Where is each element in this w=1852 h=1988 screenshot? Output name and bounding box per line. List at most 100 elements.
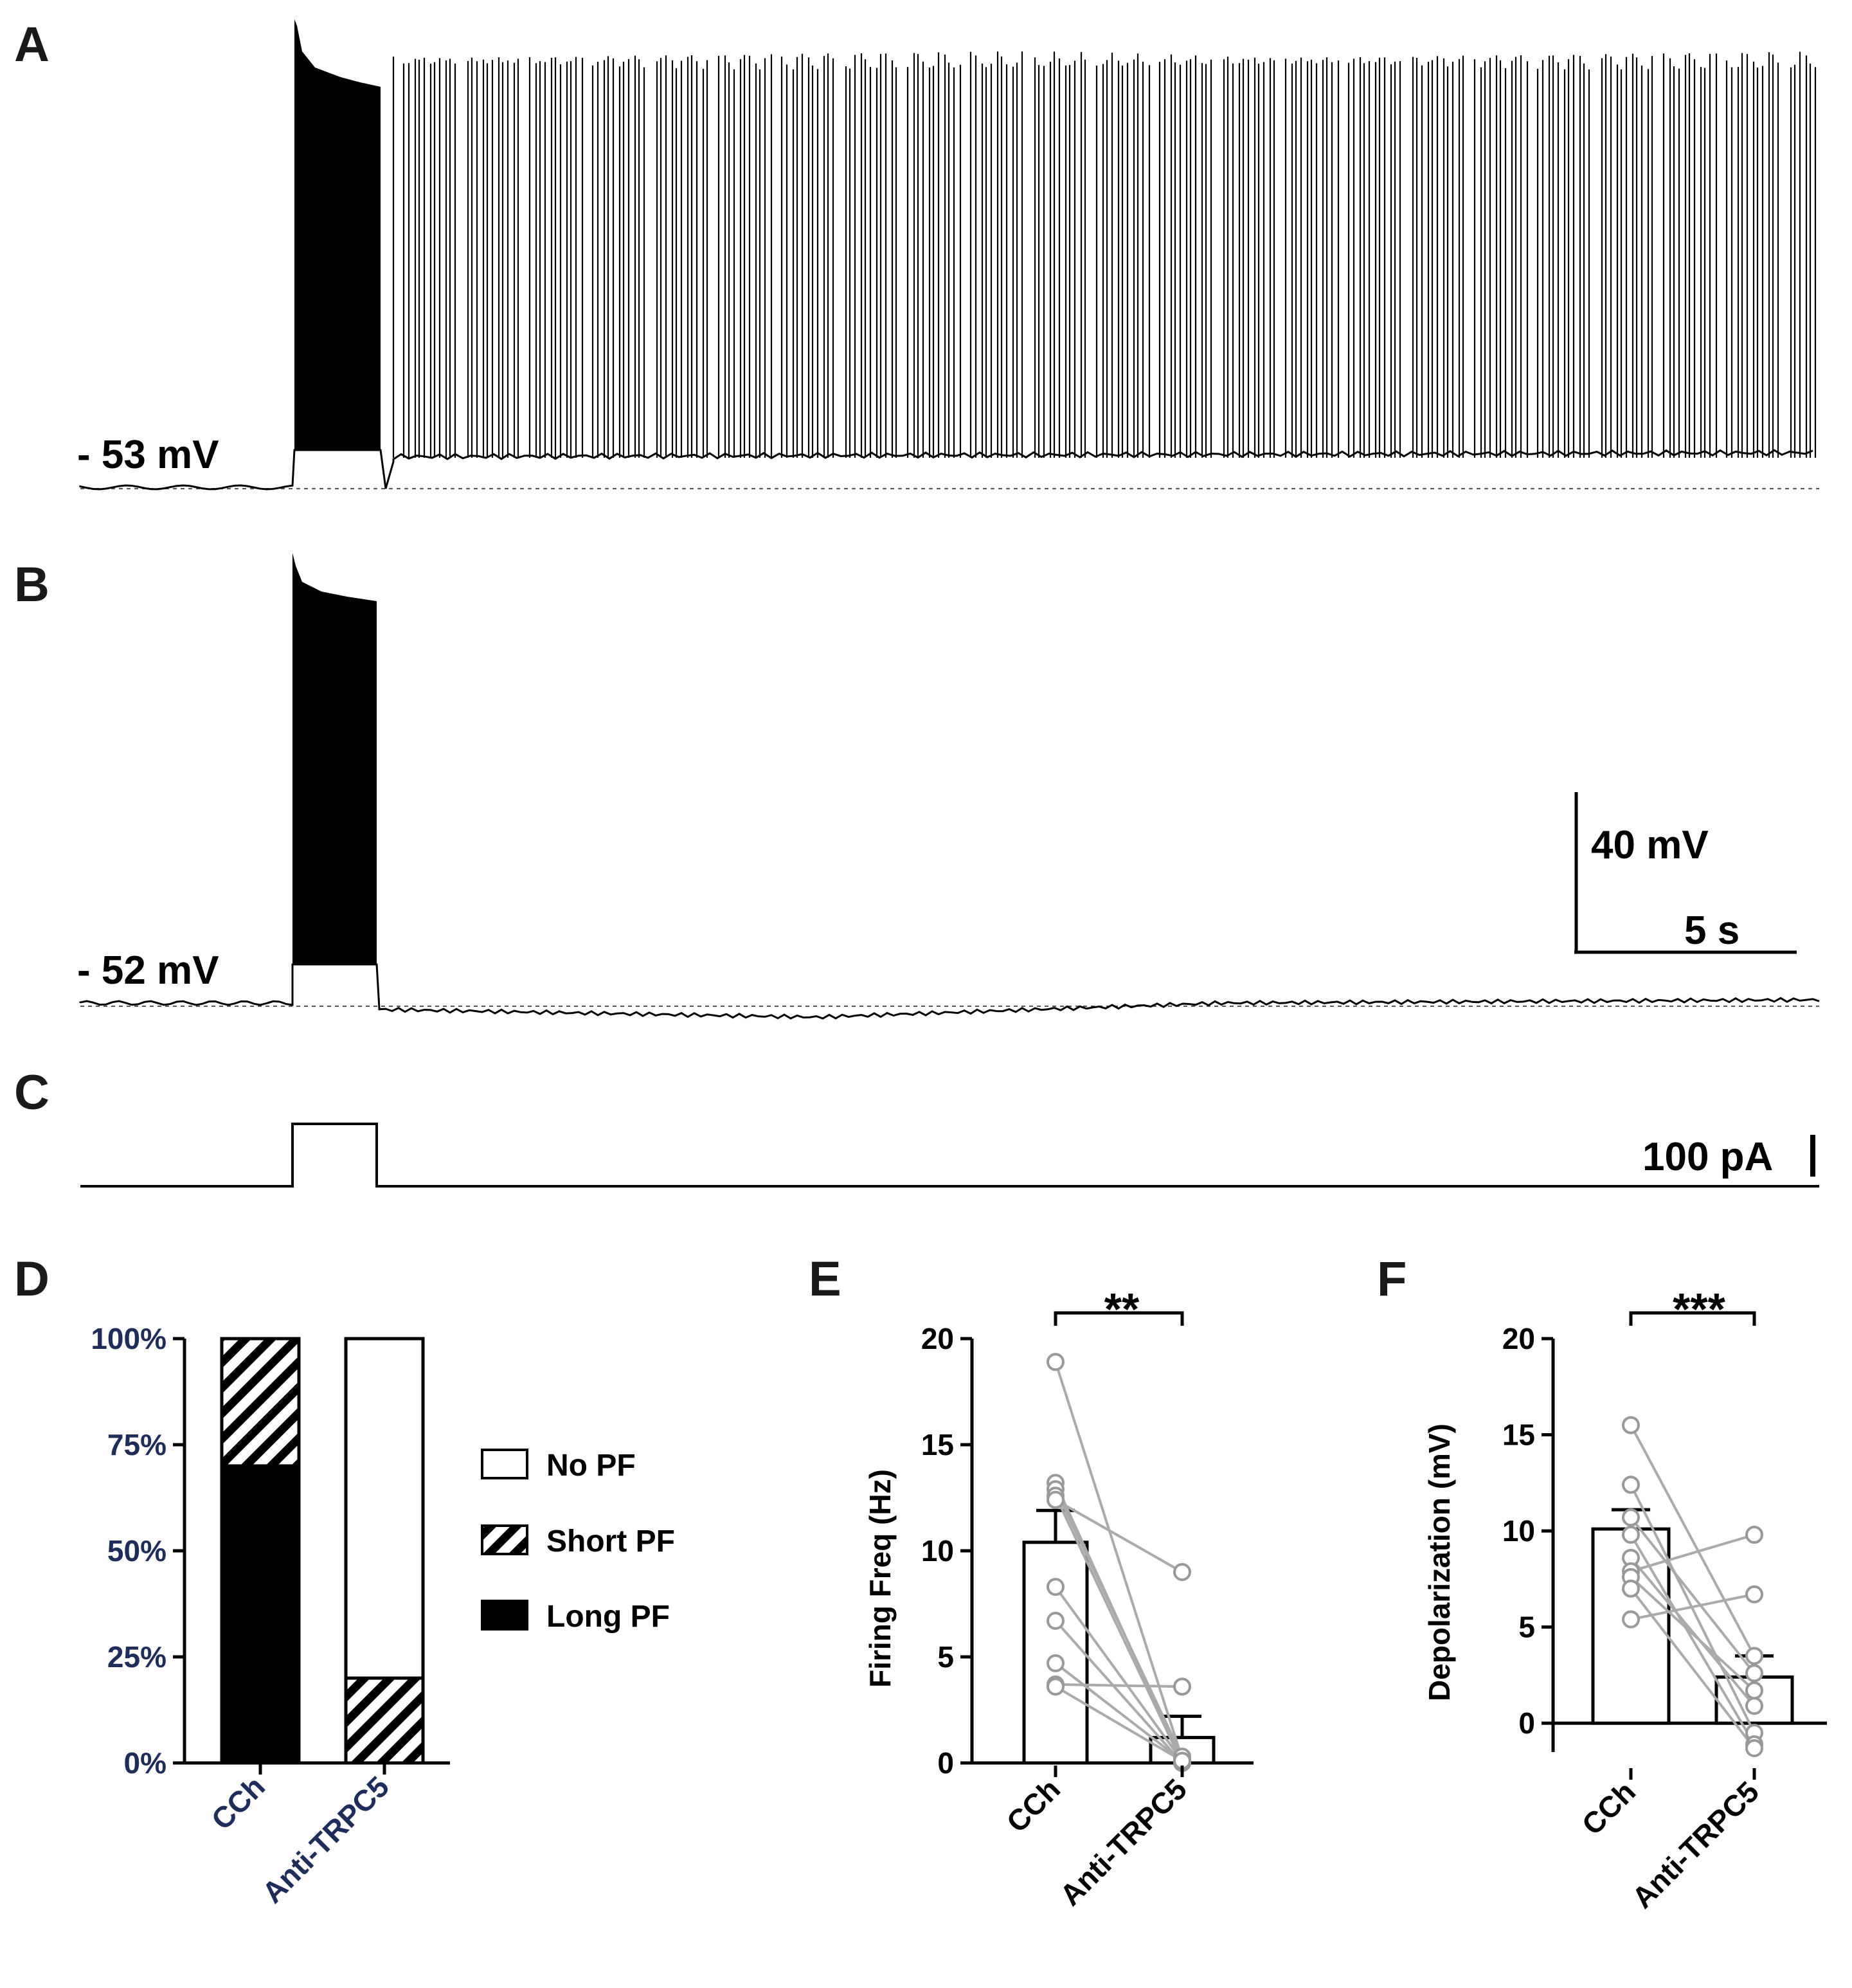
paired-line-f — [1630, 1424, 1756, 1657]
data-point-e-cch — [1047, 1490, 1065, 1509]
data-point-f-anti-trpc5 — [1745, 1647, 1763, 1665]
paired-line-e — [1054, 1488, 1183, 1757]
paired-line-f — [1630, 1534, 1756, 1746]
xtick-label-e: CCh — [1000, 1772, 1066, 1839]
xtick-label-d: CCh — [204, 1769, 271, 1836]
data-point-e-cch — [1047, 1578, 1065, 1596]
ytick-label-f: 0 — [1518, 1706, 1535, 1740]
data-point-e-cch — [1047, 1353, 1065, 1371]
data-point-f-anti-trpc5 — [1745, 1739, 1763, 1758]
bar-d-cch-short-pf — [220, 1337, 301, 1468]
significance-bracket-f — [1629, 1311, 1756, 1326]
data-point-f-cch — [1622, 1579, 1640, 1598]
panel-label-b: B — [14, 557, 49, 612]
panel-label-c: C — [14, 1065, 49, 1120]
legend-swatch-no-pf — [481, 1449, 528, 1479]
ytick-label-e: 0 — [937, 1746, 954, 1780]
current-scale-label: 100 pA — [1642, 1135, 1773, 1179]
data-point-f-cch — [1622, 1526, 1640, 1544]
bar-e-0 — [1022, 1541, 1089, 1765]
paired-line-f — [1630, 1516, 1756, 1674]
bar-d-anti-trpc5-no-pf — [344, 1337, 425, 1680]
current-step-trace — [80, 1123, 1819, 1188]
legend-d: No PF Short PF Long PF — [481, 1449, 675, 1634]
ytick-label-d: 50% — [107, 1534, 166, 1568]
legend-swatch-short-pf — [481, 1524, 528, 1555]
data-point-f-anti-trpc5 — [1745, 1681, 1763, 1700]
scale-voltage-label: 40 mV — [1591, 823, 1709, 867]
xtick-label-f: Anti-TRPC5 — [1626, 1775, 1765, 1914]
baseline-label-b: - 52 mV — [77, 948, 219, 993]
membrane-potential-a — [79, 449, 1813, 491]
paired-line-e — [1055, 1499, 1183, 1573]
paired-line-e — [1054, 1620, 1183, 1764]
ytick-label-e: 15 — [921, 1428, 954, 1461]
panel-label-f: F — [1377, 1252, 1407, 1306]
ytick-label-f: 5 — [1518, 1611, 1535, 1644]
ytick-label-d: 0% — [124, 1746, 166, 1780]
legend-label-short-pf: Short PF — [546, 1524, 675, 1559]
data-point-f-anti-trpc5 — [1745, 1526, 1763, 1544]
paired-line-e — [1054, 1586, 1183, 1762]
legend-label-no-pf: No PF — [546, 1449, 636, 1483]
data-point-e-cch — [1047, 1611, 1065, 1630]
legend-label-long-pf: Long PF — [546, 1600, 670, 1634]
burst-block-a — [294, 19, 381, 450]
significance-bracket-e — [1054, 1311, 1184, 1326]
bar-d-cch-long-pf — [220, 1464, 301, 1765]
paired-line-e — [1054, 1495, 1183, 1764]
trace-b — [79, 553, 1820, 1020]
ylabel-e: Firing Freq (Hz) — [863, 1469, 897, 1688]
ytick-label-d: 25% — [107, 1640, 166, 1674]
data-point-f-cch — [1622, 1476, 1640, 1494]
xtick-label-d: Anti-TRPC5 — [256, 1769, 395, 1909]
paired-line-e — [1054, 1685, 1183, 1762]
bar-d-anti-trpc5-short-pf — [344, 1676, 425, 1765]
data-point-f-cch — [1622, 1508, 1640, 1527]
data-point-f-anti-trpc5 — [1745, 1664, 1763, 1683]
paired-line-e — [1054, 1662, 1183, 1762]
xtick-label-f: CCh — [1575, 1775, 1642, 1841]
paired-line-f — [1630, 1587, 1756, 1749]
data-point-e-anti-trpc5 — [1173, 1563, 1191, 1581]
burst-block-b — [292, 553, 377, 964]
data-point-e-anti-trpc5 — [1173, 1677, 1191, 1696]
significance-f: *** — [1673, 1284, 1725, 1334]
baseline-label-a: - 53 mV — [77, 433, 219, 477]
panel-label-d: D — [14, 1252, 49, 1306]
paired-line-e — [1055, 1683, 1183, 1688]
action-potentials-a — [392, 51, 1817, 458]
ytick-label-e: 10 — [921, 1534, 954, 1568]
paired-line-e — [1054, 1361, 1183, 1760]
ytick-label-f: 15 — [1502, 1418, 1535, 1452]
significance-e: ** — [1104, 1284, 1140, 1334]
scale-bar — [1574, 792, 1797, 954]
ylabel-f: Depolarization (mV) — [1423, 1423, 1456, 1701]
data-point-f-cch — [1622, 1610, 1640, 1629]
scale-time-label: 5 s — [1684, 908, 1740, 953]
panel-label-e: E — [809, 1252, 841, 1306]
paired-line-f — [1630, 1576, 1756, 1692]
ytick-label-f: 20 — [1502, 1322, 1535, 1355]
ytick-label-d: 75% — [107, 1428, 166, 1461]
paired-line-f — [1630, 1557, 1756, 1707]
data-point-f-anti-trpc5 — [1745, 1697, 1763, 1715]
data-point-f-cch — [1622, 1416, 1640, 1434]
data-point-e-cch — [1047, 1654, 1065, 1672]
ytick-label-e: 5 — [937, 1640, 954, 1674]
panel-label-a: A — [14, 17, 49, 72]
paired-line-f — [1630, 1484, 1756, 1733]
membrane-potential-b — [79, 963, 1820, 1020]
spike-train-a — [392, 51, 1817, 458]
xtick-label-e: Anti-TRPC5 — [1054, 1772, 1193, 1911]
ytick-label-f: 10 — [1502, 1514, 1535, 1548]
ytick-label-d: 100% — [91, 1322, 166, 1355]
data-point-f-anti-trpc5 — [1745, 1585, 1763, 1604]
ytick-label-e: 20 — [921, 1322, 954, 1355]
paired-line-f — [1630, 1533, 1755, 1573]
trace-a — [79, 19, 1819, 491]
data-point-e-cch — [1047, 1677, 1065, 1696]
